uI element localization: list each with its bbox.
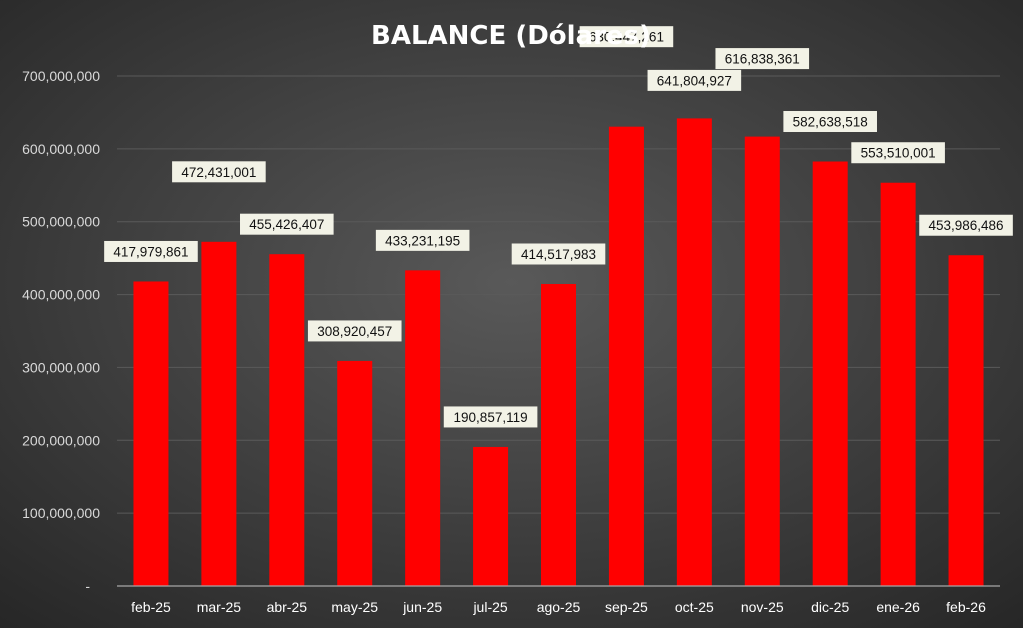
data-label: 472,431,001 [181, 165, 256, 180]
data-label-box [647, 69, 742, 91]
data-label: 455,426,407 [249, 217, 324, 232]
y-tick-label: 500,000,000 [22, 214, 100, 230]
bar-feb-25 [133, 281, 169, 586]
bar-dic-25 [812, 161, 848, 586]
data-label-box [919, 214, 1013, 236]
x-tick-label: ago-25 [537, 599, 581, 615]
y-tick-label: 700,000,000 [22, 68, 100, 84]
bar-sep-25 [608, 126, 644, 587]
x-tick-label: ene-26 [876, 599, 920, 615]
chart-title: BALANCE (Dólares) [371, 21, 651, 51]
bar-ago-25 [541, 283, 576, 586]
bar-abr-25 [269, 254, 305, 586]
data-label: 582,638,518 [793, 115, 868, 130]
data-label-box [579, 26, 674, 48]
bar-ene-26 [880, 182, 916, 586]
y-tick-label: 200,000,000 [22, 432, 100, 448]
x-tick-label: jun-25 [402, 599, 442, 615]
data-label: 630,447,261 [589, 30, 664, 45]
x-tick-label: feb-25 [131, 599, 171, 615]
y-tick-label: 100,000,000 [22, 505, 100, 521]
data-label-box [783, 111, 877, 133]
data-label-box [511, 243, 606, 265]
bar-oct-25 [676, 118, 712, 587]
data-label: 453,986,486 [928, 218, 1003, 233]
bar-jun-25 [405, 270, 441, 586]
y-tick-label: - [85, 578, 90, 594]
data-label: 553,510,001 [861, 146, 936, 161]
x-axis: feb-25 mar-25 abr-25 may-25 jun-25 jul-25 ago-… [117, 585, 1000, 615]
data-label: 417,979,861 [113, 244, 188, 259]
data-label-box [104, 240, 198, 262]
bar-mar-25 [201, 241, 237, 586]
data-label-box [172, 161, 266, 183]
x-tick-label: nov-25 [741, 599, 784, 615]
x-tick-label: sep-25 [605, 599, 648, 615]
y-tick-label: 300,000,000 [22, 359, 100, 375]
data-label: 641,804,927 [657, 73, 732, 88]
data-label: 433,231,195 [385, 233, 460, 248]
data-label: 308,920,457 [317, 324, 392, 339]
bars [133, 118, 984, 587]
y-axis: - 100,000,000 200,000,000 300,000,000 400,00… [22, 68, 100, 594]
data-label-box [375, 229, 470, 251]
x-tick-label: oct-25 [675, 599, 714, 615]
bar-feb-26 [948, 255, 984, 587]
y-tick-label: 400,000,000 [22, 287, 100, 303]
data-label: 414,517,983 [521, 247, 596, 262]
data-label-box [240, 213, 334, 235]
data-label-box [851, 142, 945, 164]
x-tick-label: dic-25 [811, 599, 849, 615]
x-tick-label: jul-25 [472, 599, 507, 615]
data-label: 190,857,119 [454, 410, 528, 425]
data-label-box [307, 320, 402, 342]
bar-jul-25 [473, 446, 509, 586]
bar-nov-25 [744, 136, 780, 587]
y-tick-label: 600,000,000 [22, 141, 100, 157]
data-label-box [443, 406, 538, 428]
x-tick-label: may-25 [331, 599, 378, 615]
data-label-box [715, 48, 810, 70]
bar-may-25 [337, 360, 373, 586]
data-labels: 417,979,861 472,431,001 455,426,407 308,920… [104, 26, 1013, 428]
data-label: 616,838,361 [725, 52, 800, 67]
x-tick-label: mar-25 [197, 599, 242, 615]
x-tick-label: abr-25 [267, 599, 308, 615]
x-tick-label: feb-26 [946, 599, 986, 615]
